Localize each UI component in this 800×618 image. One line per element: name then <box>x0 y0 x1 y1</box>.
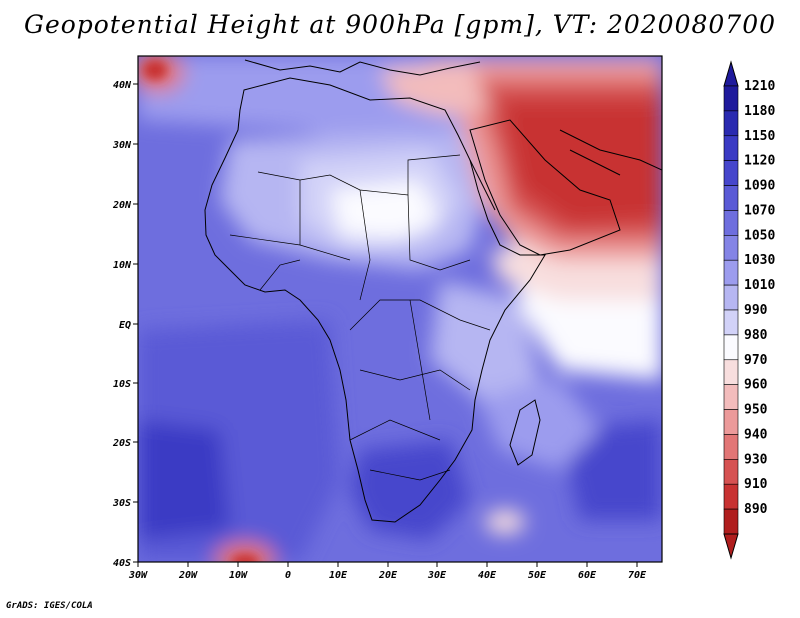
colorbar-swatch <box>723 185 739 211</box>
colorbar-label: 1180 <box>744 104 775 119</box>
colorbar-label: 1210 <box>744 79 775 94</box>
colorbar-swatch <box>723 160 739 186</box>
colorbar-top-arrow <box>723 60 739 87</box>
lon-label: 70E <box>628 570 647 581</box>
colorbar-label: 1050 <box>744 228 775 243</box>
colorbar-bottom-arrow <box>723 533 739 560</box>
colorbar-label: 1120 <box>744 154 775 169</box>
lat-axis <box>133 83 138 563</box>
colorbar-swatch <box>723 259 739 286</box>
colorbar-swatch <box>723 334 739 361</box>
lon-label: 60E <box>578 570 597 581</box>
lat-label: 20S <box>112 438 131 449</box>
colorbar-swatch <box>723 483 739 510</box>
colorbar-swatch <box>723 110 739 137</box>
colorbar-label: 950 <box>744 403 768 418</box>
colorbar-label: 1070 <box>744 203 775 218</box>
colorbar-swatch <box>723 508 739 535</box>
colorbar-label: 990 <box>744 303 768 318</box>
colorbar-swatch <box>723 359 739 385</box>
lon-axis <box>137 562 638 567</box>
lat-label: 10S <box>113 379 131 390</box>
colorbar-label: 1010 <box>744 278 775 293</box>
lon-label: 30E <box>427 570 447 581</box>
colorbar-swatch <box>723 210 739 236</box>
colorbar-swatch <box>723 235 739 261</box>
lat-label: 30N <box>112 140 132 151</box>
colorbar-label: 930 <box>744 452 768 467</box>
plot-title: Geopotential Height at 900hPa [gpm], VT:… <box>23 10 777 39</box>
colorbar-swatch <box>723 85 739 112</box>
colorbar-label: 1090 <box>744 179 775 194</box>
colorbar-label: 970 <box>744 353 768 368</box>
colorbar-label: 940 <box>744 427 768 442</box>
height-field <box>138 56 662 562</box>
lon-label: 10W <box>229 570 248 581</box>
colorbar-swatch <box>723 309 739 336</box>
lat-label: 10N <box>113 260 132 271</box>
lon-label: 50E <box>528 570 547 581</box>
map-frame <box>137 55 663 563</box>
lat-label: 30S <box>112 498 131 509</box>
country-borders <box>229 154 491 481</box>
lon-label: 40E <box>478 570 497 581</box>
lon-label: 0 <box>285 570 291 581</box>
colorbar-swatch <box>723 459 739 485</box>
lat-label: 40N <box>113 80 132 91</box>
colorbar-swatch <box>723 284 739 311</box>
colorbar-label: 1030 <box>744 253 775 268</box>
lon-label: 30W <box>128 570 148 581</box>
colorbar-swatch <box>723 434 739 460</box>
colorbar: 1210 1180 1150 1120 1090 1070 1050 1030 1010 990 9… <box>723 60 775 560</box>
colorbar-label: 960 <box>744 378 768 393</box>
colorbar-label: 1150 <box>744 129 775 144</box>
lon-label: 20W <box>178 570 198 581</box>
lon-label: 20E <box>378 570 398 581</box>
colorbar-swatch <box>723 409 739 435</box>
colorbar-label: 890 <box>744 502 768 517</box>
credit-text: GrADS: IGES/COLA <box>6 601 93 611</box>
lat-label: 40S <box>113 558 131 569</box>
coastlines <box>204 59 662 523</box>
lat-label: 20N <box>112 200 132 211</box>
colorbar-swatch <box>723 384 739 410</box>
colorbar-label: 910 <box>744 477 768 492</box>
colorbar-label: 980 <box>744 328 768 343</box>
colorbar-swatch <box>723 135 739 161</box>
lon-label: 10E <box>329 570 348 581</box>
lat-label: EQ <box>119 320 131 331</box>
